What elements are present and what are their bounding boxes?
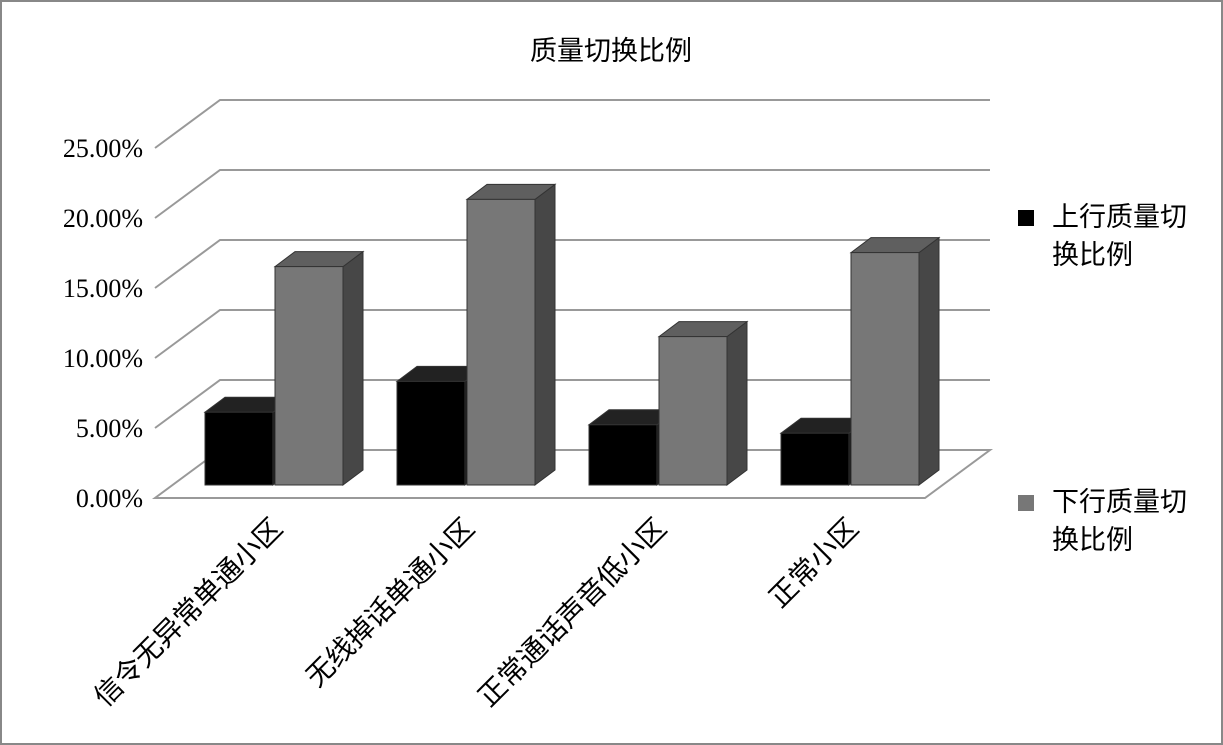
y-tick-label: 5.00% (76, 414, 143, 443)
bar-front (274, 266, 344, 486)
bar-front (204, 411, 274, 486)
bar (465, 183, 557, 486)
legend-swatch (1018, 210, 1034, 226)
bar-front (850, 252, 920, 486)
bar-side (726, 320, 748, 486)
bar-side (342, 250, 364, 486)
legend-swatch (1018, 495, 1034, 511)
bar-side (534, 183, 556, 486)
y-tick-label: 25.00% (63, 134, 143, 163)
bar (849, 236, 941, 486)
y-tick-label: 15.00% (63, 274, 143, 303)
grid-line (154, 309, 990, 359)
bar-side (918, 236, 940, 486)
y-tick-label: 0.00% (76, 484, 143, 513)
bar (657, 320, 749, 486)
grid-line (154, 99, 990, 149)
y-tick-label: 20.00% (63, 204, 143, 233)
bar (273, 250, 365, 486)
bar-front (588, 424, 658, 486)
legend-label: 下行质量切换比例 (1052, 487, 1187, 555)
grid-line (154, 239, 990, 289)
bar-front (466, 198, 536, 486)
bar-front (658, 336, 728, 486)
bar-front (780, 432, 850, 486)
grid-line (154, 169, 990, 219)
legend-label: 上行质量切换比例 (1052, 202, 1187, 270)
y-tick-label: 10.00% (63, 344, 143, 373)
bar-front (396, 380, 466, 486)
chart-title: 质量切换比例 (530, 36, 692, 66)
